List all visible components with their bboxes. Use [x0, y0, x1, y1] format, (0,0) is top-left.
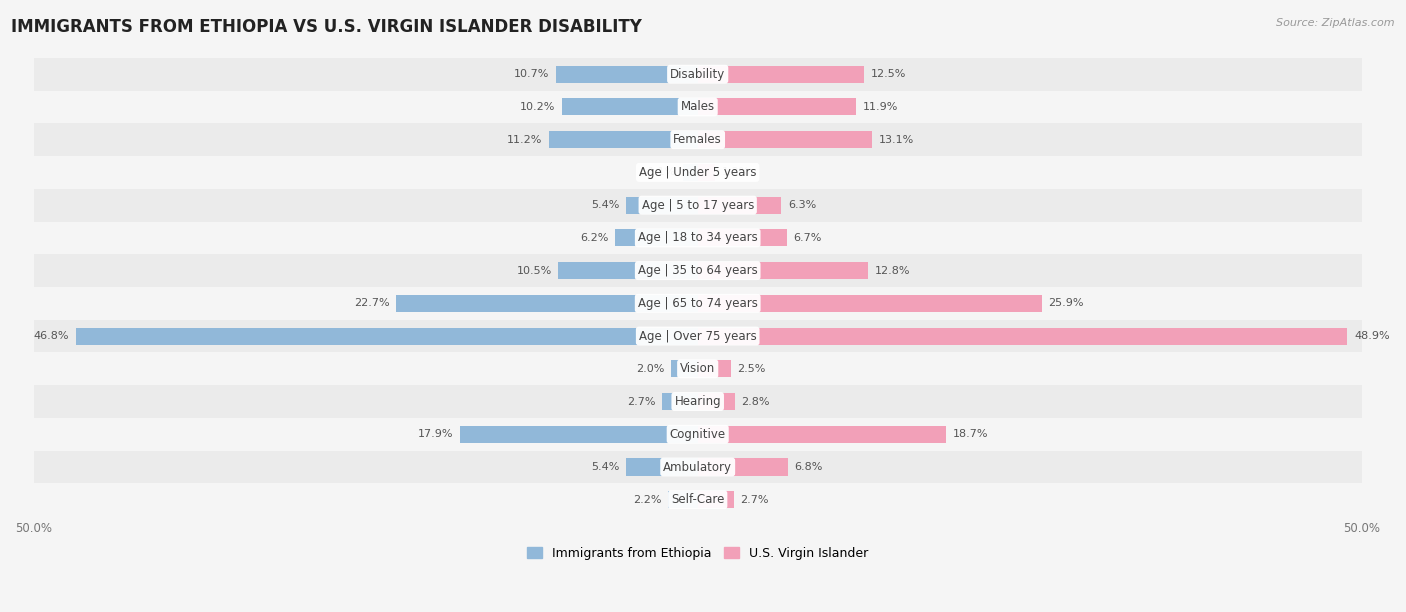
- Text: 13.1%: 13.1%: [879, 135, 914, 144]
- Bar: [697, 327, 1347, 345]
- Bar: [626, 196, 697, 214]
- FancyBboxPatch shape: [34, 483, 1362, 516]
- Bar: [697, 99, 856, 116]
- Bar: [555, 65, 697, 83]
- Text: Age | Under 5 years: Age | Under 5 years: [638, 166, 756, 179]
- Bar: [76, 327, 697, 345]
- FancyBboxPatch shape: [34, 287, 1362, 319]
- Text: 11.2%: 11.2%: [508, 135, 543, 144]
- Text: Hearing: Hearing: [675, 395, 721, 408]
- Text: 12.5%: 12.5%: [870, 69, 905, 79]
- FancyBboxPatch shape: [34, 450, 1362, 483]
- Text: Disability: Disability: [671, 68, 725, 81]
- Text: 11.9%: 11.9%: [862, 102, 898, 112]
- Text: Ambulatory: Ambulatory: [664, 460, 733, 474]
- Text: 48.9%: 48.9%: [1354, 331, 1389, 341]
- Bar: [662, 393, 697, 410]
- Text: 2.2%: 2.2%: [633, 494, 662, 505]
- Bar: [697, 491, 734, 508]
- Bar: [668, 491, 697, 508]
- FancyBboxPatch shape: [34, 156, 1362, 188]
- Bar: [548, 131, 697, 148]
- FancyBboxPatch shape: [34, 319, 1362, 353]
- Text: 5.4%: 5.4%: [591, 462, 619, 472]
- Text: 2.7%: 2.7%: [627, 397, 655, 406]
- Bar: [697, 230, 787, 247]
- Text: Males: Males: [681, 100, 714, 113]
- Text: 12.8%: 12.8%: [875, 266, 910, 275]
- Bar: [616, 230, 697, 247]
- Bar: [671, 360, 697, 378]
- Bar: [697, 65, 863, 83]
- Text: 5.4%: 5.4%: [591, 200, 619, 210]
- Text: 46.8%: 46.8%: [34, 331, 69, 341]
- FancyBboxPatch shape: [34, 188, 1362, 222]
- Text: 17.9%: 17.9%: [418, 429, 453, 439]
- Legend: Immigrants from Ethiopia, U.S. Virgin Islander: Immigrants from Ethiopia, U.S. Virgin Is…: [522, 542, 873, 565]
- Bar: [396, 295, 697, 312]
- Text: 1.1%: 1.1%: [648, 168, 676, 177]
- Bar: [697, 295, 1042, 312]
- Text: 25.9%: 25.9%: [1049, 298, 1084, 308]
- Bar: [562, 99, 697, 116]
- Text: Females: Females: [673, 133, 723, 146]
- Text: 6.2%: 6.2%: [581, 233, 609, 243]
- Text: 18.7%: 18.7%: [953, 429, 988, 439]
- Text: 10.7%: 10.7%: [513, 69, 548, 79]
- Bar: [697, 426, 946, 442]
- Text: Cognitive: Cognitive: [669, 428, 725, 441]
- Text: Age | Over 75 years: Age | Over 75 years: [638, 330, 756, 343]
- Bar: [683, 164, 697, 181]
- Text: 6.3%: 6.3%: [787, 200, 817, 210]
- Bar: [697, 262, 868, 279]
- Text: 22.7%: 22.7%: [354, 298, 389, 308]
- Bar: [697, 458, 787, 476]
- Text: 2.7%: 2.7%: [740, 494, 769, 505]
- Text: IMMIGRANTS FROM ETHIOPIA VS U.S. VIRGIN ISLANDER DISABILITY: IMMIGRANTS FROM ETHIOPIA VS U.S. VIRGIN …: [11, 18, 643, 36]
- Text: Age | 35 to 64 years: Age | 35 to 64 years: [638, 264, 758, 277]
- Bar: [697, 360, 731, 378]
- FancyBboxPatch shape: [34, 222, 1362, 254]
- Bar: [626, 458, 697, 476]
- Text: 2.8%: 2.8%: [741, 397, 770, 406]
- Bar: [697, 393, 735, 410]
- Text: 6.8%: 6.8%: [794, 462, 823, 472]
- FancyBboxPatch shape: [34, 91, 1362, 123]
- Text: Age | 5 to 17 years: Age | 5 to 17 years: [641, 199, 754, 212]
- FancyBboxPatch shape: [34, 353, 1362, 385]
- Text: Age | 18 to 34 years: Age | 18 to 34 years: [638, 231, 758, 244]
- Text: 10.5%: 10.5%: [516, 266, 551, 275]
- Text: Vision: Vision: [681, 362, 716, 375]
- FancyBboxPatch shape: [34, 418, 1362, 450]
- Text: 10.2%: 10.2%: [520, 102, 555, 112]
- Text: 1.3%: 1.3%: [721, 168, 749, 177]
- Bar: [697, 131, 872, 148]
- Text: 6.7%: 6.7%: [793, 233, 821, 243]
- FancyBboxPatch shape: [34, 123, 1362, 156]
- Text: Source: ZipAtlas.com: Source: ZipAtlas.com: [1277, 18, 1395, 28]
- Bar: [697, 196, 782, 214]
- FancyBboxPatch shape: [34, 385, 1362, 418]
- Text: Age | 65 to 74 years: Age | 65 to 74 years: [638, 297, 758, 310]
- FancyBboxPatch shape: [34, 58, 1362, 91]
- FancyBboxPatch shape: [34, 254, 1362, 287]
- Bar: [558, 262, 697, 279]
- Bar: [697, 164, 716, 181]
- Text: 2.0%: 2.0%: [636, 364, 665, 374]
- Bar: [460, 426, 697, 442]
- Text: Self-Care: Self-Care: [671, 493, 724, 506]
- Text: 2.5%: 2.5%: [738, 364, 766, 374]
